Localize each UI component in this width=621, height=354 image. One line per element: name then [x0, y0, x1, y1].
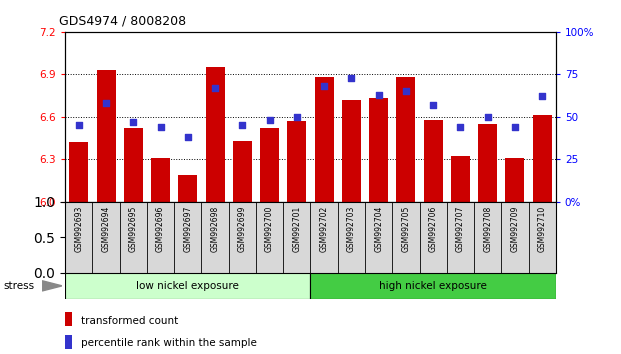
Point [265, 118, 274, 123]
Bar [478, 124, 497, 202]
Text: GSM992706: GSM992706 [428, 205, 438, 252]
Bar [369, 98, 388, 202]
Text: low nickel exposure: low nickel exposure [137, 281, 239, 291]
Point [510, 124, 520, 130]
Text: GSM992694: GSM992694 [102, 205, 111, 252]
Text: GSM992707: GSM992707 [456, 205, 465, 252]
Point [455, 124, 465, 130]
Bar [96, 70, 116, 202]
Bar [178, 175, 197, 202]
Bar [70, 142, 88, 202]
Point [156, 124, 166, 130]
Text: stress: stress [3, 281, 34, 291]
Text: percentile rank within the sample: percentile rank within the sample [81, 338, 257, 348]
Point [74, 122, 84, 128]
Bar [124, 128, 143, 202]
Text: GSM992693: GSM992693 [75, 205, 83, 252]
Text: GSM992702: GSM992702 [320, 205, 329, 252]
Text: GDS4974 / 8008208: GDS4974 / 8008208 [59, 14, 186, 27]
Polygon shape [42, 281, 62, 291]
Point [347, 75, 356, 81]
Bar [288, 121, 306, 202]
Text: GSM992705: GSM992705 [401, 205, 410, 252]
Point [101, 101, 111, 106]
Text: GSM992700: GSM992700 [265, 205, 274, 252]
Bar [315, 77, 333, 202]
Text: high nickel exposure: high nickel exposure [379, 281, 487, 291]
Text: GSM992710: GSM992710 [538, 205, 546, 252]
Point [401, 88, 411, 94]
Bar [260, 128, 279, 202]
Bar [533, 115, 551, 202]
Point [210, 85, 220, 91]
Text: GSM992698: GSM992698 [211, 205, 220, 252]
Point [183, 135, 193, 140]
Point [292, 114, 302, 120]
Point [319, 84, 329, 89]
Text: GSM992704: GSM992704 [374, 205, 383, 252]
Point [237, 122, 247, 128]
Bar [65, 312, 72, 326]
Text: transformed count: transformed count [81, 316, 178, 326]
Bar [233, 141, 252, 202]
Point [537, 93, 547, 99]
Text: GSM992709: GSM992709 [510, 205, 519, 252]
Bar [342, 100, 361, 202]
Text: GSM992696: GSM992696 [156, 205, 165, 252]
Bar [424, 120, 443, 202]
Bar [206, 67, 225, 202]
Bar [451, 156, 470, 202]
Text: GSM992708: GSM992708 [483, 205, 492, 252]
Bar [505, 158, 525, 202]
Text: GSM992695: GSM992695 [129, 205, 138, 252]
Text: GSM992701: GSM992701 [292, 205, 301, 252]
Point [428, 102, 438, 108]
Bar [396, 77, 415, 202]
Point [374, 92, 384, 98]
Text: GSM992699: GSM992699 [238, 205, 247, 252]
Text: GSM992703: GSM992703 [347, 205, 356, 252]
Text: GSM992697: GSM992697 [183, 205, 193, 252]
Bar [65, 335, 72, 349]
Bar [151, 158, 170, 202]
Bar [65, 273, 310, 299]
Point [129, 119, 138, 125]
Bar [310, 273, 556, 299]
Point [483, 114, 492, 120]
